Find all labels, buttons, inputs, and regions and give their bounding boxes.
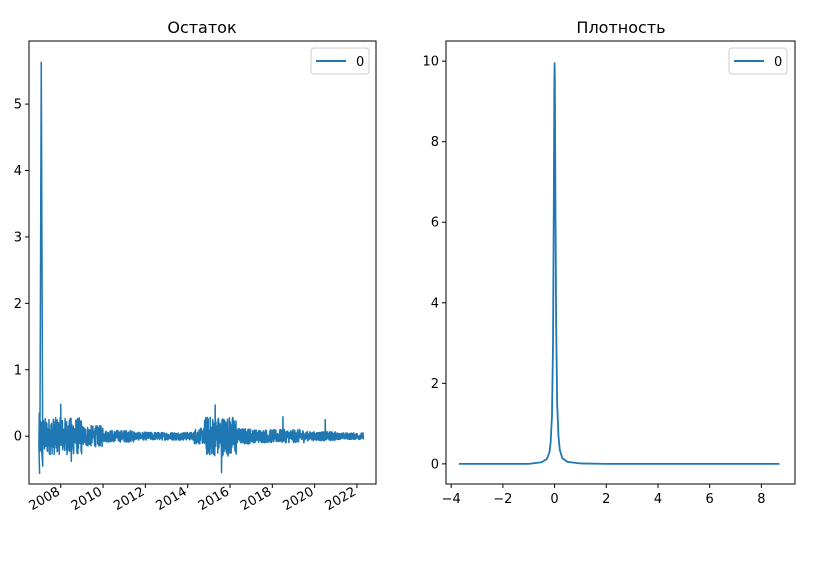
residual-legend-label: 0 bbox=[356, 55, 364, 70]
density-xtick-label: −2 bbox=[493, 492, 512, 507]
density-xtick-label: 4 bbox=[654, 492, 662, 507]
density-ytick-label: 4 bbox=[431, 296, 439, 311]
residual-ytick-label: 2 bbox=[14, 297, 22, 312]
residual-y-axis: 0 1 2 3 4 5 bbox=[14, 98, 29, 445]
residual-xtick-label: 2022 bbox=[323, 484, 359, 514]
residual-xtick-label: 2016 bbox=[196, 484, 232, 514]
residual-xtick-label: 2012 bbox=[111, 484, 147, 514]
density-xtick-label: 0 bbox=[550, 492, 558, 507]
residual-xtick-label: 2008 bbox=[27, 484, 63, 514]
residual-plot-area bbox=[38, 61, 365, 475]
residual-chart: Остаток 2008 2010 2012 2014 2016 2018 2020 2022… bbox=[14, 18, 377, 514]
residual-chart-title: Остаток bbox=[167, 18, 237, 37]
density-y-axis: 0 2 4 6 8 10 bbox=[422, 55, 446, 472]
density-ytick-label: 6 bbox=[431, 216, 439, 231]
density-x-axis: −4 −2 0 2 4 6 8 bbox=[442, 484, 766, 507]
density-ytick-label: 10 bbox=[422, 55, 439, 70]
residual-legend: 0 bbox=[310, 47, 370, 75]
density-xtick-label: 6 bbox=[706, 492, 714, 507]
density-ytick-label: 0 bbox=[431, 457, 439, 472]
density-ytick-label: 8 bbox=[431, 135, 439, 150]
residual-ytick-label: 4 bbox=[14, 164, 22, 179]
residual-axes-frame bbox=[28, 40, 377, 485]
density-chart-title: Плотность bbox=[576, 18, 665, 37]
residual-ytick-label: 3 bbox=[14, 230, 22, 245]
density-plot-area bbox=[458, 62, 780, 465]
density-chart: Плотность −4 −2 0 2 4 6 8 0 2 4 6 8 10 0 bbox=[422, 18, 796, 507]
residual-xtick-label: 2010 bbox=[69, 484, 105, 514]
residual-x-axis: 2008 2010 2012 2014 2016 2018 2020 2022 bbox=[27, 484, 359, 514]
residual-ytick-label: 0 bbox=[14, 430, 22, 445]
density-series-line bbox=[458, 62, 780, 465]
residual-series-line bbox=[38, 61, 365, 475]
residual-xtick-label: 2018 bbox=[238, 484, 274, 514]
residual-xtick-label: 2014 bbox=[154, 484, 190, 514]
density-xtick-label: −4 bbox=[442, 492, 461, 507]
residual-ytick-label: 5 bbox=[14, 98, 22, 113]
residual-ytick-label: 1 bbox=[14, 363, 22, 378]
density-legend-label: 0 bbox=[774, 55, 782, 70]
density-xtick-label: 2 bbox=[602, 492, 610, 507]
residual-xtick-label: 2020 bbox=[280, 484, 316, 514]
density-ytick-label: 2 bbox=[431, 377, 439, 392]
density-legend: 0 bbox=[728, 47, 788, 75]
density-xtick-label: 8 bbox=[757, 492, 765, 507]
density-axes-frame bbox=[445, 40, 796, 485]
